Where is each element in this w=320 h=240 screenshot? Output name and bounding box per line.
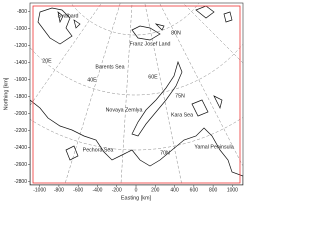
y-tick-label: -1000 bbox=[14, 26, 27, 32]
map-label: 70N bbox=[160, 150, 170, 156]
coastlines bbox=[30, 5, 243, 185]
graticule bbox=[30, 3, 243, 185]
map-label: Novaya Zemlya bbox=[106, 107, 143, 113]
map-label: Franz Josef Land bbox=[130, 41, 171, 47]
x-tick-label: -800 bbox=[54, 187, 64, 193]
y-tick-label: -2400 bbox=[14, 145, 27, 151]
map-label: 60E bbox=[148, 74, 158, 80]
y-tick-label: -2000 bbox=[14, 111, 27, 117]
map-label: 80N bbox=[171, 30, 181, 36]
x-tick-label: 600 bbox=[190, 187, 199, 193]
x-tick-label: -1000 bbox=[33, 187, 46, 193]
map-label: 75N bbox=[175, 93, 185, 99]
y-axis-label: Northing [km] bbox=[3, 77, 9, 110]
domain-boundary bbox=[32, 5, 241, 184]
x-tick-label: 0 bbox=[135, 187, 138, 193]
map-label: Svalbard bbox=[58, 13, 79, 19]
map-label: 40E bbox=[87, 77, 97, 83]
y-tick-label: -2600 bbox=[14, 162, 27, 168]
y-tick-label: -1600 bbox=[14, 77, 27, 83]
y-tick-label: -2200 bbox=[14, 128, 27, 134]
x-tick-label: 800 bbox=[209, 187, 218, 193]
y-tick-label: -2800 bbox=[14, 179, 27, 185]
map-label: Barents Sea bbox=[95, 64, 124, 70]
map-label: Pechora Sea bbox=[83, 147, 114, 153]
x-tick-label: 200 bbox=[151, 187, 160, 193]
x-tick-label: -200 bbox=[112, 187, 122, 193]
y-tick-label: -1800 bbox=[14, 94, 27, 100]
y-tick-label: -1400 bbox=[14, 60, 27, 66]
y-tick-label: -800 bbox=[17, 9, 27, 15]
x-tick-label: 400 bbox=[170, 187, 179, 193]
map-label: Yamal Peninsula bbox=[194, 144, 233, 150]
map-label: 20E bbox=[42, 58, 52, 64]
x-tick-label: 1000 bbox=[227, 187, 238, 193]
x-tick-label: -400 bbox=[92, 187, 102, 193]
map-label: Kara Sea bbox=[171, 112, 193, 118]
map-chart: Easting [km] Northing [km] -1000 -800 -600… bbox=[3, 2, 244, 201]
x-axis-label: Easting [km] bbox=[121, 195, 152, 201]
x-tick-label: -600 bbox=[73, 187, 83, 193]
plot-area bbox=[29, 2, 244, 186]
y-tick-label: -1200 bbox=[14, 43, 27, 49]
